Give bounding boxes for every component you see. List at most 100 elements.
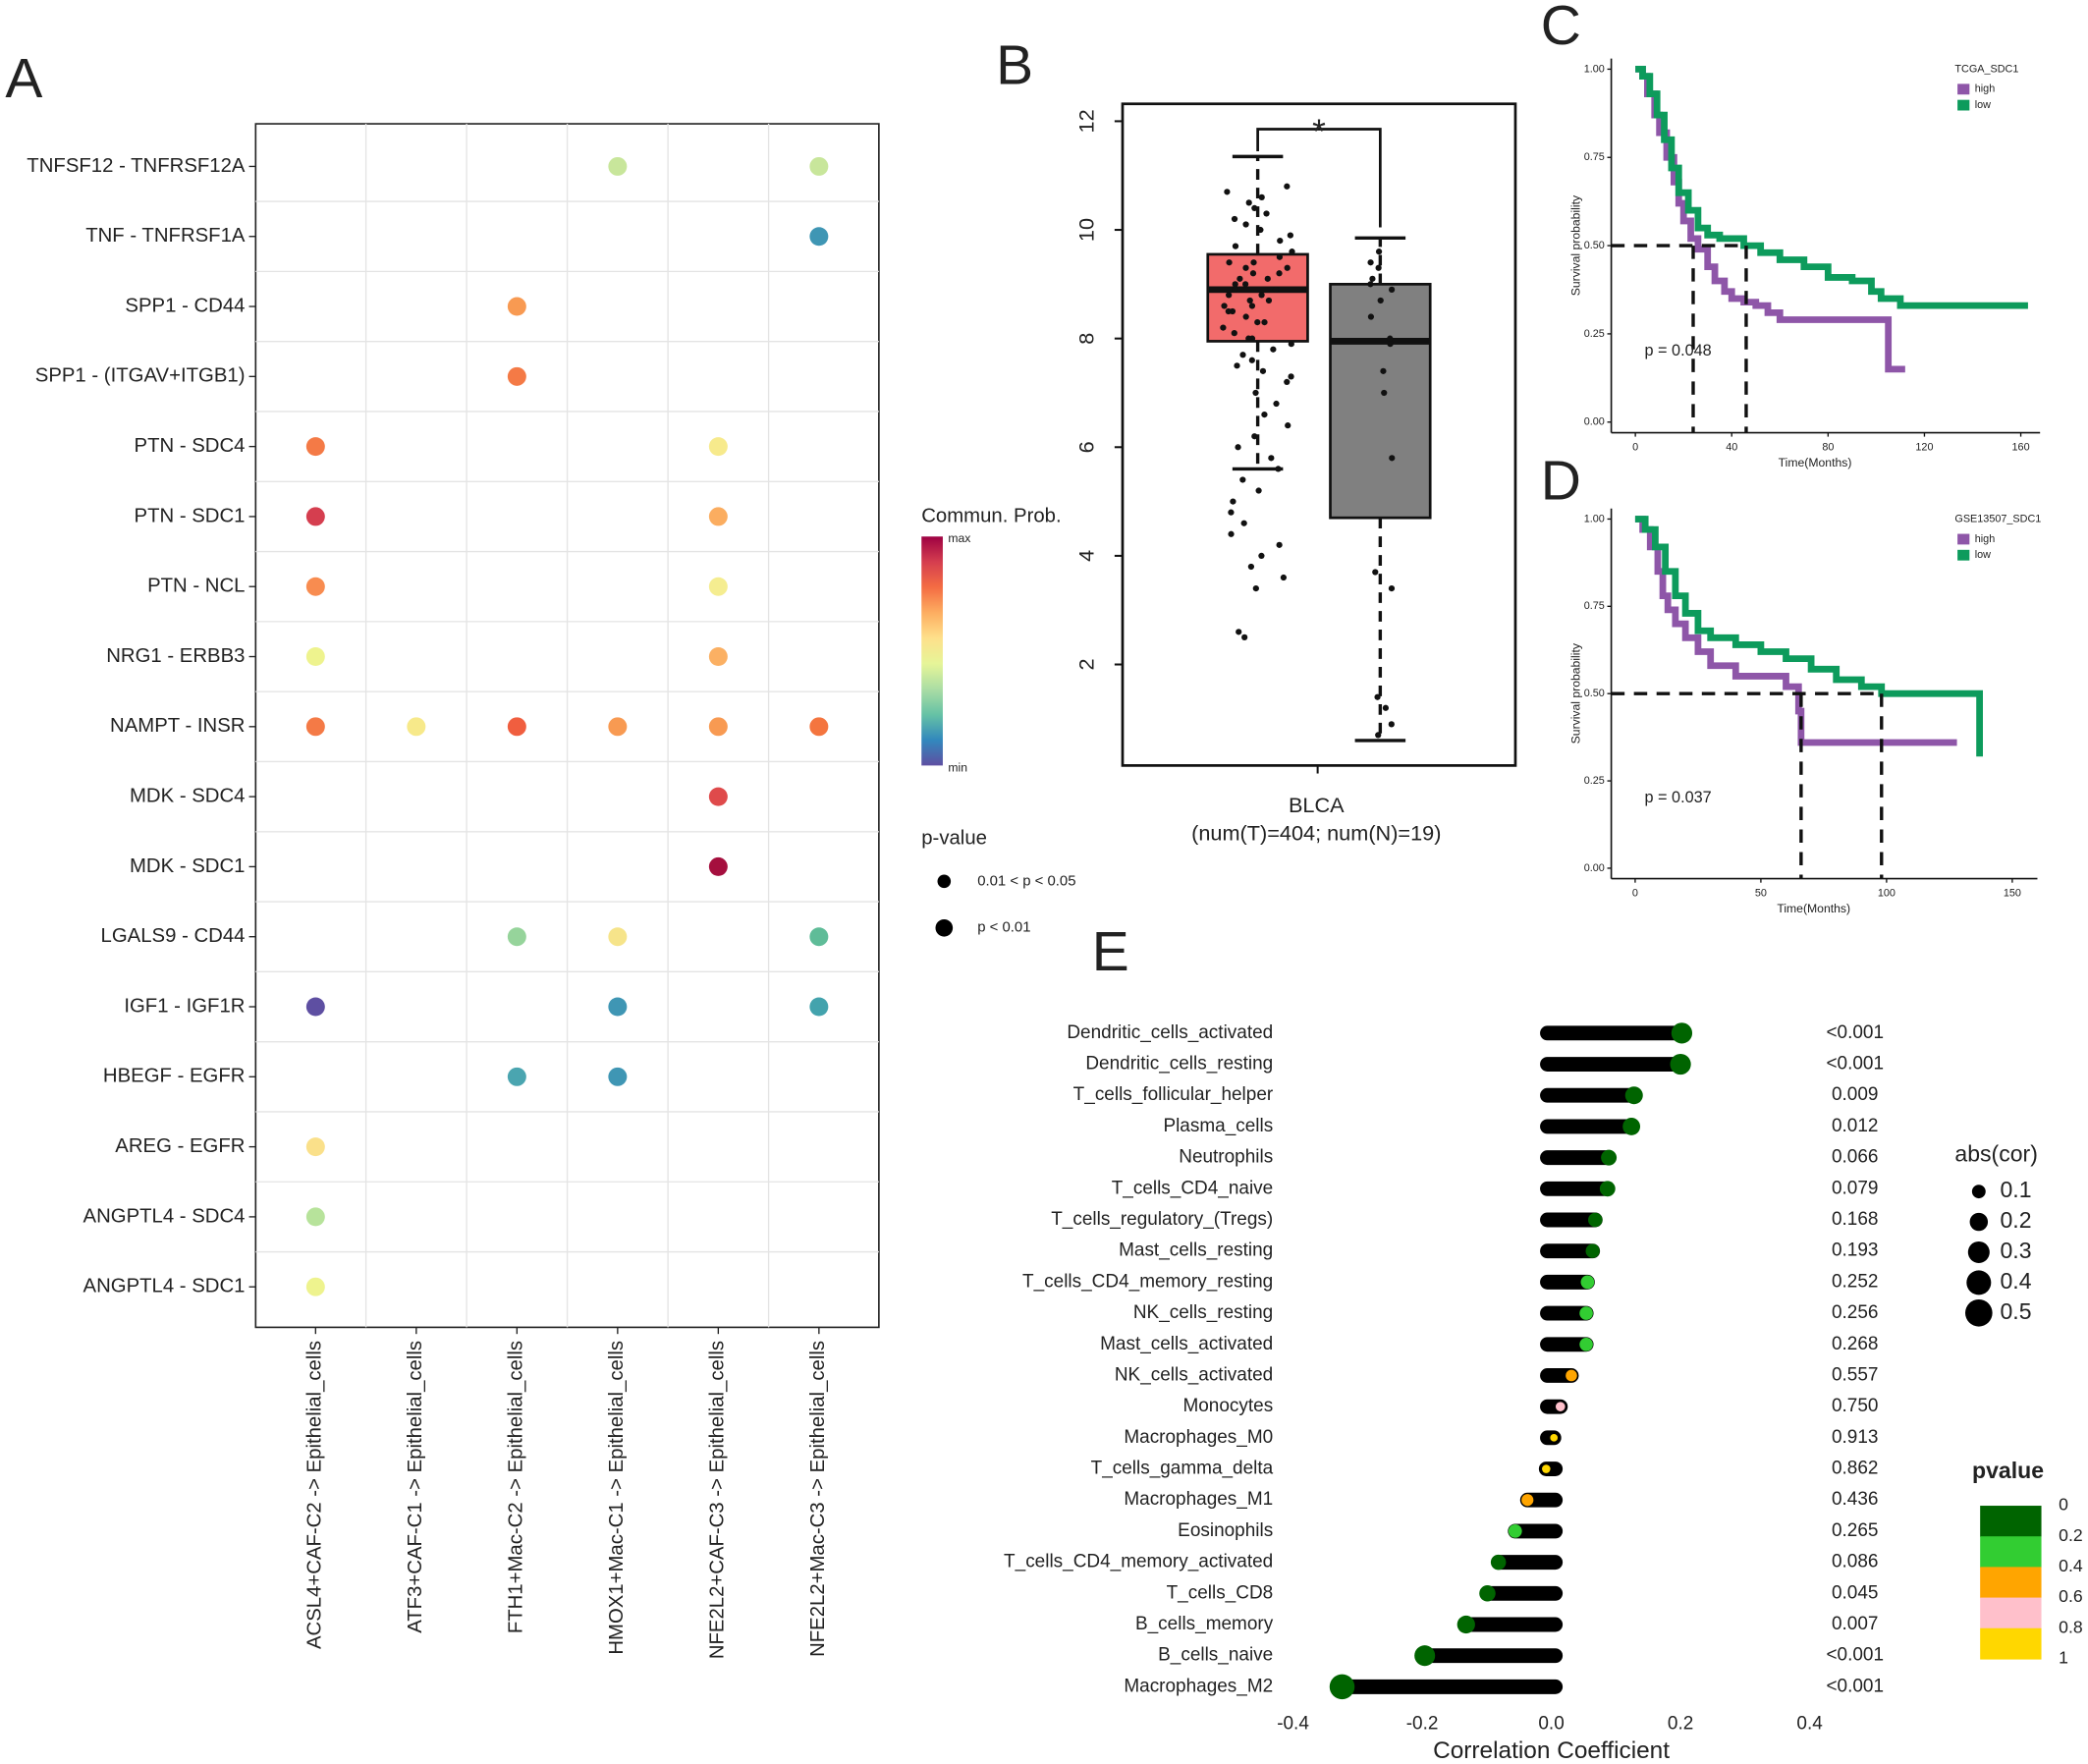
colorbar-label: min bbox=[948, 760, 967, 774]
dot bbox=[708, 787, 728, 806]
jitter-point bbox=[1389, 455, 1396, 462]
jitter-point bbox=[1388, 584, 1396, 592]
legend-dot bbox=[1971, 1185, 1986, 1199]
lollipop-dot bbox=[1580, 1275, 1595, 1290]
jitter-point bbox=[1372, 569, 1379, 576]
jitter-point bbox=[1232, 243, 1239, 249]
category-label: Mast_cells_activated bbox=[1100, 1334, 1273, 1354]
x-tick-label: ATF3+CAF-C1 -> Epithelial_cells bbox=[405, 1341, 426, 1633]
dot bbox=[305, 717, 325, 737]
p-value-label: 0.193 bbox=[1832, 1240, 1878, 1261]
p-value-label: 0.045 bbox=[1832, 1582, 1878, 1603]
p-value-label: <0.001 bbox=[1826, 1054, 1884, 1075]
dot bbox=[507, 1067, 526, 1086]
panel-label: D bbox=[1541, 449, 1581, 512]
x-tick-label: 0 bbox=[1632, 441, 1638, 453]
dot bbox=[809, 717, 829, 737]
dot bbox=[407, 717, 426, 737]
lollipop-dot bbox=[1542, 1464, 1551, 1473]
x-tick-label: HMOX1+Mac-C1 -> Epithelial_cells bbox=[606, 1341, 628, 1655]
jitter-point bbox=[1268, 455, 1275, 462]
y-tick-label: 0.75 bbox=[1584, 600, 1605, 612]
dot bbox=[507, 927, 526, 947]
jitter-point bbox=[1250, 259, 1257, 266]
jitter-point bbox=[1240, 520, 1247, 526]
y-tick-label: 0.50 bbox=[1584, 240, 1605, 251]
panel-label: C bbox=[1541, 0, 1581, 57]
lollipop-dot bbox=[1579, 1306, 1593, 1320]
legend-label: low bbox=[1975, 549, 1991, 561]
p-value-label: <0.001 bbox=[1826, 1022, 1884, 1043]
jitter-point bbox=[1254, 318, 1261, 326]
colorbar-label: max bbox=[948, 531, 970, 545]
jitter-point bbox=[1270, 346, 1277, 353]
colorbar bbox=[921, 536, 943, 766]
legend-swatch bbox=[1957, 549, 1970, 561]
lollipop-dot bbox=[1555, 1402, 1566, 1411]
legend-label: 0.4 bbox=[2001, 1268, 2032, 1294]
jitter-point bbox=[1284, 378, 1291, 386]
category-label: Macrophages_M0 bbox=[1124, 1427, 1273, 1448]
jitter-point bbox=[1235, 444, 1241, 451]
y-tick-label: TNFSF12 - TNFRSF12A bbox=[27, 155, 246, 177]
jitter-point bbox=[1246, 297, 1253, 304]
y-tick-label: 0.50 bbox=[1584, 688, 1605, 699]
y-tick-label: HBEGF - EGFR bbox=[103, 1066, 246, 1087]
jitter-point bbox=[1264, 275, 1271, 282]
dot bbox=[507, 297, 526, 316]
box bbox=[1329, 282, 1432, 520]
jitter-point bbox=[1242, 221, 1249, 228]
panel-label: B bbox=[996, 34, 1033, 97]
dot bbox=[809, 927, 829, 947]
legend-title: GSE13507_SDC1 bbox=[1954, 513, 2041, 524]
x-tick-label: 80 bbox=[1822, 441, 1834, 453]
category-label: T_cells_follicular_helper bbox=[1073, 1084, 1274, 1105]
p-value: p = 0.048 bbox=[1644, 342, 1711, 359]
y-tick-label: SPP1 - CD44 bbox=[125, 295, 245, 316]
p-value-label: 0.557 bbox=[1832, 1364, 1878, 1385]
jitter-point bbox=[1375, 732, 1382, 739]
dot bbox=[809, 227, 829, 247]
significance-mark: * bbox=[1312, 113, 1326, 151]
jitter-point bbox=[1265, 297, 1273, 304]
lollipop-dot bbox=[1622, 1118, 1641, 1135]
lollipop-dot bbox=[1414, 1645, 1436, 1667]
category-label: Dendritic_cells_resting bbox=[1085, 1054, 1273, 1075]
dot bbox=[809, 997, 829, 1017]
jitter-point bbox=[1242, 313, 1249, 320]
jitter-point bbox=[1382, 704, 1390, 711]
category-label: T_cells_regulatory_(Tregs) bbox=[1051, 1209, 1273, 1230]
p-value-label: 0.168 bbox=[1832, 1209, 1878, 1230]
p-value-label: 0.862 bbox=[1832, 1459, 1878, 1479]
y-tick-label: 6 bbox=[1073, 441, 1098, 453]
lollipop-dot bbox=[1508, 1524, 1522, 1538]
jitter-point bbox=[1230, 498, 1236, 505]
y-tick-label: 4 bbox=[1073, 550, 1098, 562]
jitter-point bbox=[1258, 292, 1265, 299]
legend-title: abs(cor) bbox=[1954, 1141, 2037, 1167]
x-tick-label: -0.4 bbox=[1277, 1713, 1309, 1734]
jitter-point bbox=[1251, 204, 1258, 212]
legend-label: high bbox=[1975, 83, 1995, 95]
x-tick-label: -0.2 bbox=[1406, 1713, 1439, 1734]
dot bbox=[305, 1137, 325, 1157]
lollipop-dot bbox=[1670, 1053, 1691, 1075]
y-tick-label: 0.00 bbox=[1584, 416, 1605, 428]
x-tick-label: FTH1+Mac-C2 -> Epithelial_cells bbox=[506, 1341, 527, 1633]
jitter-point bbox=[1275, 466, 1282, 472]
dot bbox=[708, 647, 728, 667]
legend-dot bbox=[1964, 1298, 1993, 1327]
jitter-point bbox=[1225, 307, 1232, 315]
p-value-label: 0.009 bbox=[1832, 1084, 1878, 1105]
y-tick-label: 1.00 bbox=[1584, 63, 1605, 75]
y-tick-label: TNF - TNFRSF1A bbox=[85, 225, 246, 247]
legend-label: 0.3 bbox=[2001, 1238, 2032, 1263]
jitter-point bbox=[1380, 367, 1387, 374]
legend-label: 0.1 bbox=[2001, 1177, 2032, 1202]
jitter-point bbox=[1220, 324, 1227, 331]
lollipop-dot bbox=[1456, 1615, 1475, 1634]
jitter-point bbox=[1261, 318, 1268, 326]
jitter-point bbox=[1245, 199, 1252, 206]
dot bbox=[305, 507, 325, 526]
y-tick-label: LGALS9 - CD44 bbox=[101, 925, 246, 947]
